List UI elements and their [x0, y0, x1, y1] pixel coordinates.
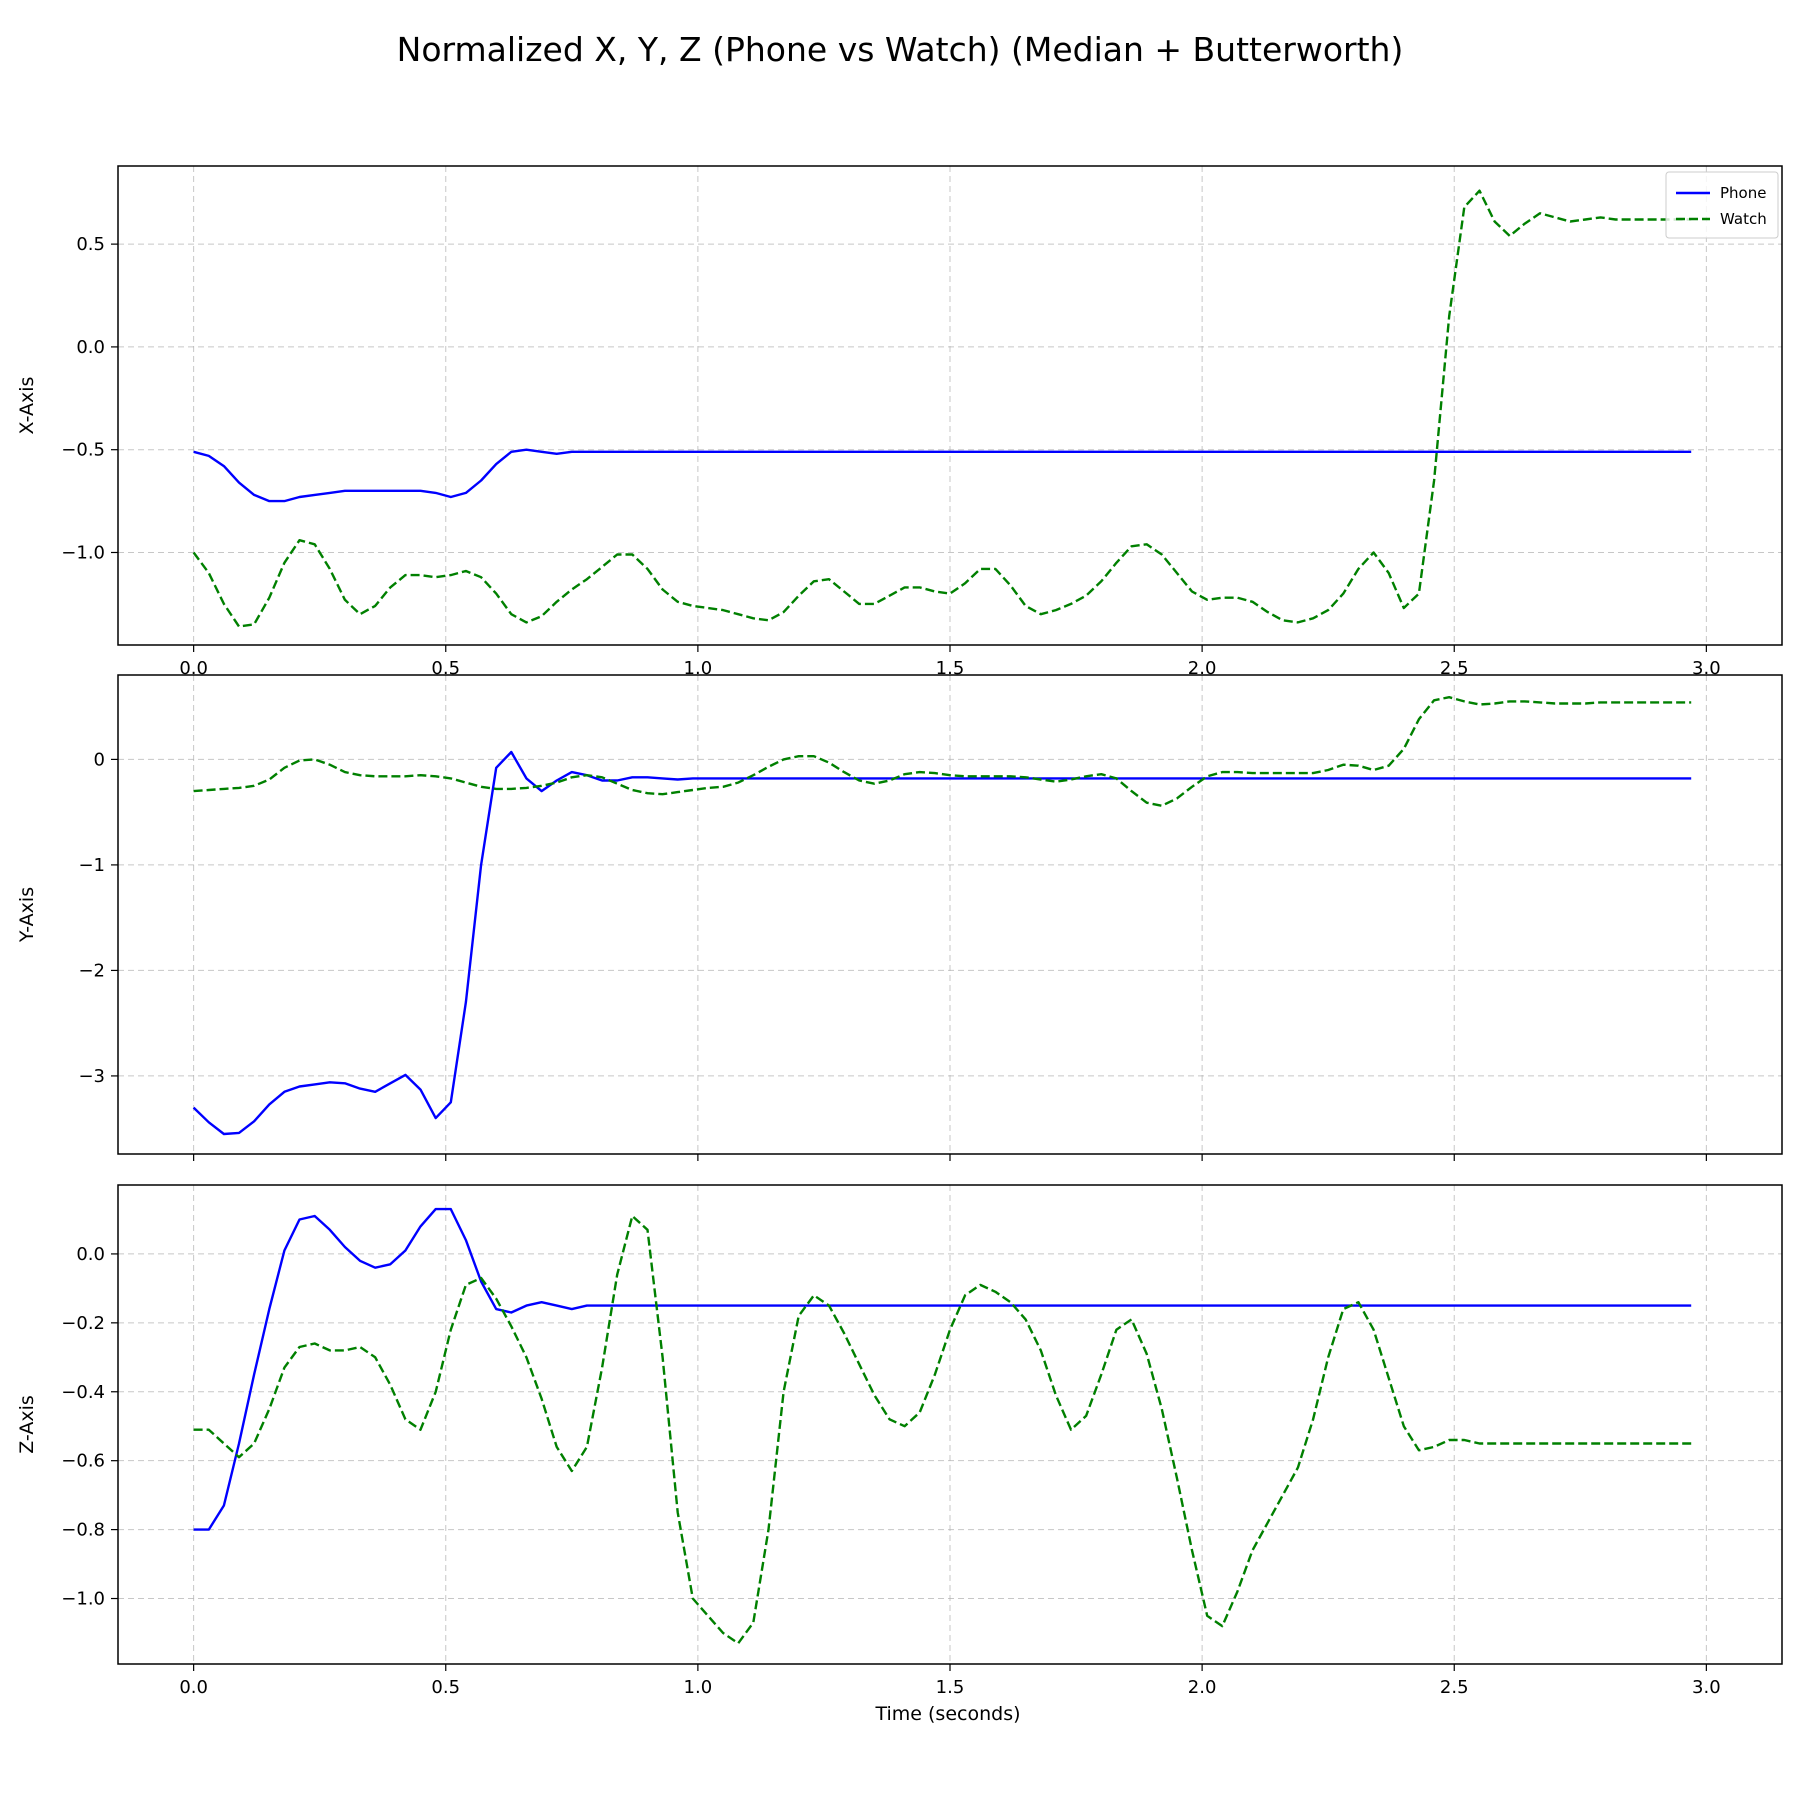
y-tick-label: −1: [78, 855, 105, 876]
x-tick-label: 3.0: [1692, 658, 1721, 679]
x-tick-label: 2.0: [1188, 658, 1217, 679]
y-tick-label: 0.0: [76, 337, 105, 358]
x-tick-label: 0.5: [431, 1677, 460, 1698]
y-tick-label: −0.8: [61, 1520, 105, 1541]
series-line-watch: [193, 696, 1692, 807]
x-tick-label: 2.5: [1440, 658, 1469, 679]
y-tick-label: 0: [94, 749, 105, 770]
y-tick-label: −0.4: [61, 1382, 105, 1403]
x-tick-label: 0.0: [179, 1677, 208, 1698]
y-tick-label: 0.0: [76, 1244, 105, 1265]
legend-box: [1665, 171, 1779, 239]
subplot-3: 0.0 0.5 1.0 1.5 2.0 2.5 3.0 0.0 −0.2 −0.4 −0.6 −0.8…: [16, 1184, 1783, 1698]
x-tick-label: 2.0: [1188, 1677, 1217, 1698]
y-tick-label: 0.5: [76, 234, 105, 255]
y-tick-label: −1.0: [61, 542, 105, 563]
y-axis-label: X-Axis: [16, 377, 38, 435]
figure-title: Normalized X, Y, Z (Phone vs Watch) (Med…: [397, 30, 1404, 69]
legend-label-phone: Phone: [1720, 184, 1766, 202]
x-tick-label: 1.5: [936, 1677, 965, 1698]
x-tick-label: 1.0: [684, 658, 713, 679]
y-axis-label: Z-Axis: [16, 1395, 38, 1454]
y-axis-label: Y-Axis: [16, 887, 38, 943]
y-tick-label: −3: [78, 1066, 105, 1087]
series-line-watch: [193, 1214, 1692, 1645]
x-tick-label: 0.0: [179, 658, 208, 679]
x-tick-label: 0.5: [431, 658, 460, 679]
series-line-phone: [193, 448, 1692, 503]
y-tick-label: −0.5: [61, 440, 105, 461]
y-tick-label: −1.0: [61, 1589, 105, 1610]
series-line-watch: [192, 189, 1692, 628]
legend: Phone Watch: [1665, 171, 1779, 239]
subplot-2: 0 −1 −2 −3 Y-Axis: [16, 674, 1783, 1161]
x-tick-label: 1.0: [684, 1677, 713, 1698]
legend-label-watch: Watch: [1720, 210, 1767, 228]
y-tick-label: −2: [78, 960, 105, 981]
x-tick-label: 1.5: [936, 658, 965, 679]
x-axis-label: Time (seconds): [874, 1703, 1020, 1725]
y-tick-label: −0.2: [61, 1313, 105, 1334]
series-line-phone: [192, 750, 1692, 1136]
x-tick-label: 3.0: [1692, 1677, 1721, 1698]
subplots: 0.0 0.5 1.0 1.5 2.0 2.5 3.0 0.5 0.0 −0.5 −1.0 X-Axi…: [16, 165, 1783, 1698]
subplot-1: 0.0 0.5 1.0 1.5 2.0 2.5 3.0 0.5 0.0 −0.5 −1.0 X-Axi…: [16, 165, 1783, 679]
series-line-phone: [193, 1207, 1692, 1531]
y-tick-label: −0.6: [61, 1451, 105, 1472]
x-tick-label: 2.5: [1440, 1677, 1469, 1698]
